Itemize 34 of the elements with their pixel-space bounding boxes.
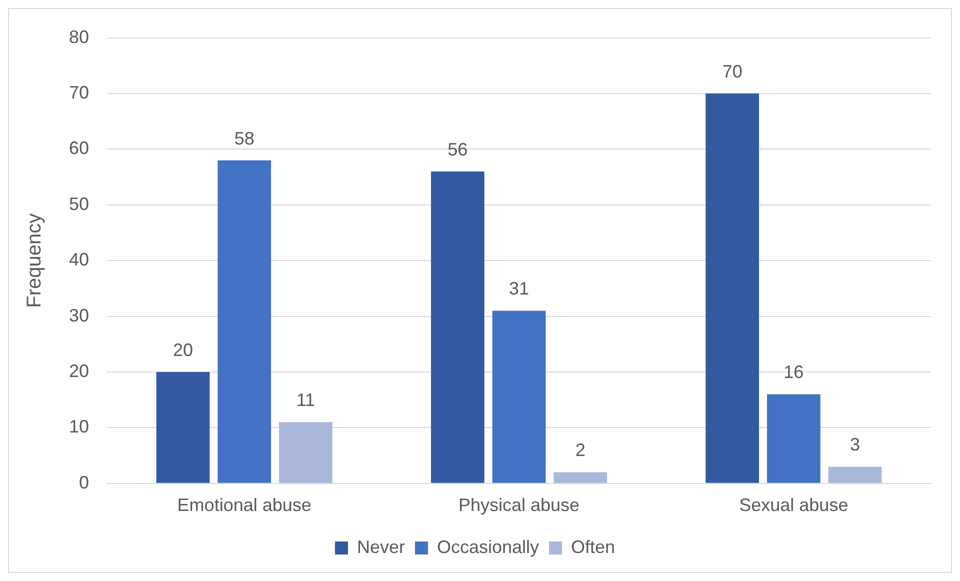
y-tick-label: 40 <box>68 250 90 270</box>
data-label: 2 <box>575 440 586 460</box>
x-tick-label: Sexual abuse <box>739 495 848 516</box>
bar <box>430 171 484 483</box>
x-tick-label: Physical abuse <box>458 495 580 516</box>
y-tick-label: 80 <box>68 26 90 47</box>
bar <box>492 310 546 483</box>
x-tick-label: Emotional abuse <box>177 495 312 516</box>
legend-label: Occasionally <box>436 536 540 557</box>
y-axis-title: Frequency <box>24 213 46 308</box>
y-tick-label: 0 <box>79 472 90 492</box>
bar <box>828 466 882 483</box>
data-label: 20 <box>172 340 194 360</box>
y-tick-label: 70 <box>68 82 90 102</box>
legend-label: Never <box>356 536 405 557</box>
y-tick-label: 30 <box>68 305 90 326</box>
bar <box>766 394 820 483</box>
bar <box>279 422 332 483</box>
data-label: 56 <box>448 139 468 160</box>
bar <box>156 372 210 483</box>
y-tick-label: 10 <box>68 416 90 437</box>
legend-label: Often <box>571 536 616 557</box>
bar <box>706 94 760 483</box>
data-label: 16 <box>784 362 804 382</box>
y-tick-label: 60 <box>68 138 90 158</box>
y-tick-label: 50 <box>68 194 90 214</box>
data-label: 58 <box>234 128 254 148</box>
data-label: 70 <box>722 61 742 82</box>
data-label: 3 <box>850 434 860 455</box>
bar <box>554 472 608 483</box>
y-tick-label: 20 <box>68 360 90 381</box>
data-label: 11 <box>296 390 316 410</box>
bar <box>218 160 272 483</box>
data-label: 31 <box>508 278 530 299</box>
